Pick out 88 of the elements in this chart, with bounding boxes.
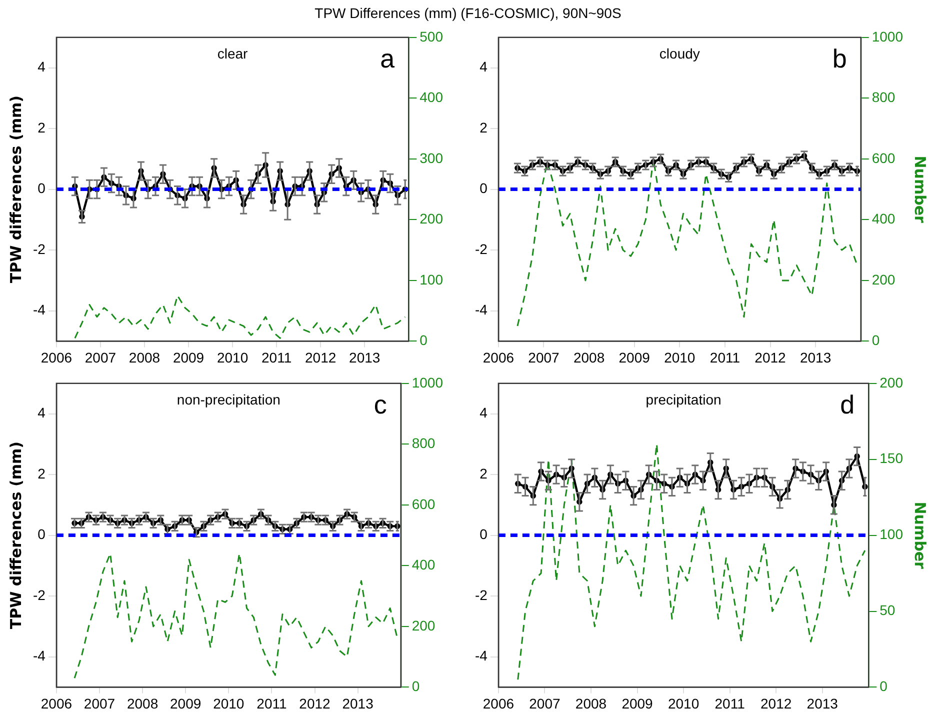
y2-tick-label: 100 bbox=[880, 526, 904, 542]
y2-tick-label: 200 bbox=[872, 271, 896, 288]
y2-tick-label: 1000 bbox=[412, 374, 444, 390]
y-axis-title: TPW differences (mm) bbox=[6, 441, 25, 630]
x-tick-label: 2007 bbox=[84, 349, 116, 366]
text: precipitation bbox=[646, 391, 722, 408]
y-tick-label: -4 bbox=[32, 302, 46, 318]
x-tick-label: 2012 bbox=[760, 695, 792, 712]
x-tick-label: 2012 bbox=[754, 349, 786, 366]
x-tick-label: 2007 bbox=[529, 695, 561, 712]
x-tick-label: 2010 bbox=[213, 695, 244, 712]
text: cloudy bbox=[659, 45, 700, 62]
y2-tick-label: 0 bbox=[872, 332, 880, 348]
text: non-precipitation bbox=[176, 391, 280, 408]
y-tick-label: 4 bbox=[38, 404, 46, 421]
x-tick-label: 2011 bbox=[262, 349, 292, 366]
y-tick-label: -4 bbox=[474, 302, 488, 318]
y2-tick-label: 400 bbox=[420, 89, 444, 106]
x-tick-label: 2008 bbox=[128, 349, 160, 366]
x-tick-label: 2011 bbox=[256, 695, 287, 712]
y-tick-label: 0 bbox=[480, 526, 488, 542]
y-tick-label: 0 bbox=[38, 526, 46, 542]
y2-tick-label: 600 bbox=[872, 150, 896, 166]
y2-tick-label: 500 bbox=[420, 28, 444, 44]
x-tick-label: 2006 bbox=[482, 695, 514, 712]
x-tick-label: 2013 bbox=[800, 349, 832, 366]
y-tick-label: 2 bbox=[480, 465, 488, 482]
y-tick-label: -2 bbox=[474, 586, 488, 603]
y2-tick-label: 800 bbox=[872, 89, 896, 106]
y-tick-label: 4 bbox=[480, 58, 488, 75]
x-tick-label: 2008 bbox=[575, 695, 607, 712]
y2-tick-label: 300 bbox=[420, 150, 444, 166]
y2-tick-label: 100 bbox=[420, 271, 444, 288]
x-tick-label: 2007 bbox=[528, 349, 560, 366]
x-tick-label: 2006 bbox=[482, 349, 514, 366]
y2-tick-label: 200 bbox=[420, 210, 444, 227]
y2-tick-label: 200 bbox=[412, 617, 436, 634]
y2-axis-title: Number bbox=[911, 156, 930, 224]
x-tick-label: 2009 bbox=[172, 349, 204, 366]
y2-tick-label: 800 bbox=[412, 435, 436, 452]
y2-tick-label: 150 bbox=[880, 450, 904, 466]
y-tick-label: 0 bbox=[38, 180, 46, 196]
y2-tick-label: 600 bbox=[412, 496, 436, 512]
y2-tick-label: 0 bbox=[412, 678, 420, 694]
x-tick-label: 2009 bbox=[170, 695, 202, 712]
x-tick-label: 2008 bbox=[126, 695, 158, 712]
x-tick-label: 2011 bbox=[714, 695, 746, 712]
annotation: a bbox=[380, 44, 396, 74]
y2-tick-label: 0 bbox=[880, 678, 888, 694]
text: clear bbox=[217, 45, 248, 62]
y-tick-label: -2 bbox=[32, 586, 46, 603]
y-axis-title: TPW differences (mm) bbox=[6, 95, 25, 284]
y2-tick-label: 50 bbox=[880, 602, 896, 618]
x-tick-label: 2010 bbox=[664, 349, 696, 366]
x-tick-label: 2013 bbox=[342, 695, 374, 712]
y2-tick-label: 200 bbox=[880, 374, 904, 390]
x-tick-label: 2009 bbox=[622, 695, 654, 712]
x-tick-label: 2010 bbox=[668, 695, 700, 712]
x-tick-label: 2009 bbox=[618, 349, 650, 366]
x-tick-label: 2012 bbox=[299, 695, 331, 712]
y-tick-label: -4 bbox=[32, 648, 46, 664]
x-tick-label: 2007 bbox=[84, 695, 116, 712]
annotation: b bbox=[832, 44, 847, 74]
y2-tick-label: 0 bbox=[420, 332, 428, 348]
y-tick-label: 0 bbox=[480, 180, 488, 196]
y2-tick-label: 400 bbox=[412, 556, 436, 573]
x-tick-label: 2013 bbox=[806, 695, 838, 712]
y-tick-label: -4 bbox=[474, 648, 488, 664]
y2-tick-label: 400 bbox=[872, 210, 896, 227]
y-tick-label: 2 bbox=[480, 119, 488, 136]
y-tick-label: 2 bbox=[38, 465, 46, 482]
y-tick-label: 2 bbox=[38, 119, 46, 136]
x-tick-label: 2008 bbox=[573, 349, 605, 366]
annotation: c bbox=[374, 390, 387, 420]
y-tick-label: 4 bbox=[38, 58, 46, 75]
y-tick-label: -2 bbox=[32, 240, 46, 257]
x-tick-label: 2012 bbox=[305, 349, 336, 366]
text: TPW Differences (mm) (F16-COSMIC), 90N~90S bbox=[314, 4, 622, 23]
annotation: d bbox=[840, 390, 855, 420]
y-tick-label: -2 bbox=[474, 240, 488, 257]
y2-axis-title: Number bbox=[911, 502, 930, 570]
x-tick-label: 2010 bbox=[216, 349, 248, 366]
x-tick-label: 2006 bbox=[40, 695, 72, 712]
x-tick-label: 2011 bbox=[710, 349, 740, 366]
x-tick-label: 2013 bbox=[349, 349, 380, 366]
y-tick-label: 4 bbox=[480, 404, 488, 421]
y2-tick-label: 1000 bbox=[872, 28, 904, 44]
x-tick-label: 2006 bbox=[40, 349, 72, 366]
